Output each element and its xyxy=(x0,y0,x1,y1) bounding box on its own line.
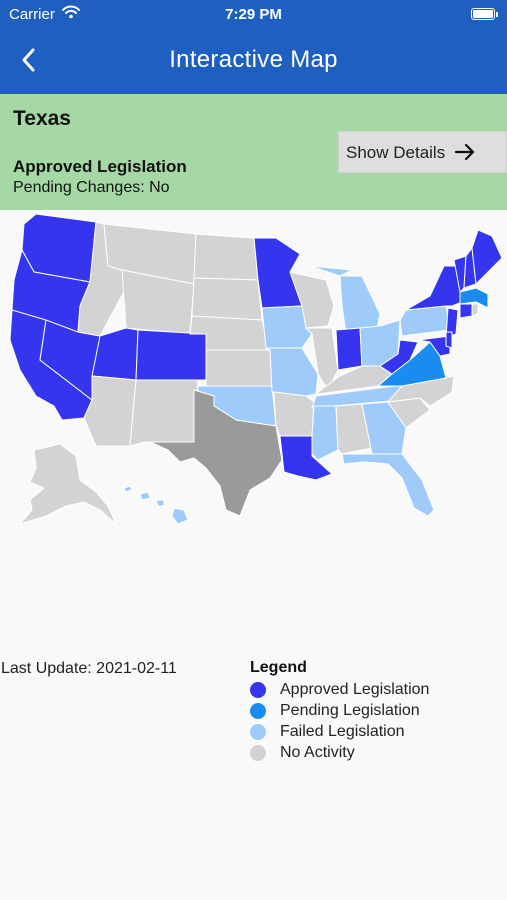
state-ks[interactable] xyxy=(205,349,273,387)
state-tx[interactable] xyxy=(149,389,283,517)
state-ct[interactable] xyxy=(459,303,473,319)
state-in[interactable] xyxy=(335,327,363,371)
legend-title: Legend xyxy=(250,659,307,676)
state-ia[interactable] xyxy=(261,305,313,349)
status-bar: Carrier 7:29 PM xyxy=(0,0,507,30)
approved-swatch xyxy=(250,681,266,698)
clock: 7:29 PM xyxy=(225,6,282,23)
battery-icon xyxy=(471,8,498,20)
state-ar[interactable] xyxy=(273,391,315,437)
state-fl[interactable] xyxy=(341,453,435,517)
state-md[interactable] xyxy=(417,335,451,357)
legend-item-failed: Failed Legislation xyxy=(250,721,429,742)
legend-label: Failed Legislation xyxy=(280,722,405,740)
state-hi[interactable] xyxy=(123,485,189,525)
state-az[interactable] xyxy=(83,375,137,447)
state-nm[interactable] xyxy=(129,379,199,447)
selected-state-name: Texas xyxy=(13,107,71,130)
state-ms[interactable] xyxy=(311,405,339,461)
legend-label: No Activity xyxy=(280,743,355,761)
legend-label: Approved Legislation xyxy=(280,680,430,698)
pending-swatch xyxy=(250,702,266,719)
arrow-right-icon xyxy=(454,141,476,163)
state-de[interactable] xyxy=(445,331,453,349)
navigation-bar: Interactive Map xyxy=(0,30,507,94)
state-me[interactable] xyxy=(471,229,503,285)
state-wi[interactable] xyxy=(289,271,335,329)
legend-item-pending: Pending Legislation xyxy=(250,700,429,721)
state-al[interactable] xyxy=(335,403,373,455)
state-wv[interactable] xyxy=(379,339,419,375)
wifi-icon xyxy=(62,5,80,23)
page-title: Interactive Map xyxy=(169,46,338,73)
state-ga[interactable] xyxy=(361,401,407,455)
state-sd[interactable] xyxy=(191,277,263,321)
show-details-label: Show Details xyxy=(346,143,446,162)
state-ny[interactable] xyxy=(405,265,463,311)
state-nc[interactable] xyxy=(387,375,455,407)
pending-changes-text: Pending Changes: No xyxy=(13,179,170,196)
carrier-label: Carrier xyxy=(9,6,55,23)
selected-state-status: Approved Legislation xyxy=(13,157,187,176)
show-details-button[interactable]: Show Details xyxy=(338,131,507,173)
no-activity-swatch xyxy=(250,744,266,761)
last-update-text: Last Update: 2021-02-11 xyxy=(1,660,177,677)
state-ri[interactable] xyxy=(471,303,479,317)
state-co[interactable] xyxy=(135,329,207,381)
chevron-left-icon[interactable] xyxy=(14,44,46,76)
state-ak[interactable] xyxy=(19,443,117,525)
legend-label: Pending Legislation xyxy=(280,701,420,719)
state-mo[interactable] xyxy=(265,347,319,397)
state-pa[interactable] xyxy=(399,305,451,337)
us-map[interactable] xyxy=(0,210,507,540)
legend-item-approved: Approved Legislation xyxy=(250,679,429,700)
state-va[interactable] xyxy=(377,341,447,387)
failed-swatch xyxy=(250,723,266,740)
legend-item-none: No Activity xyxy=(250,742,429,763)
state-nd[interactable] xyxy=(193,233,259,281)
map-legend: Legend Approved Legislation Pending Legi… xyxy=(250,659,429,763)
state-nj[interactable] xyxy=(445,307,459,339)
